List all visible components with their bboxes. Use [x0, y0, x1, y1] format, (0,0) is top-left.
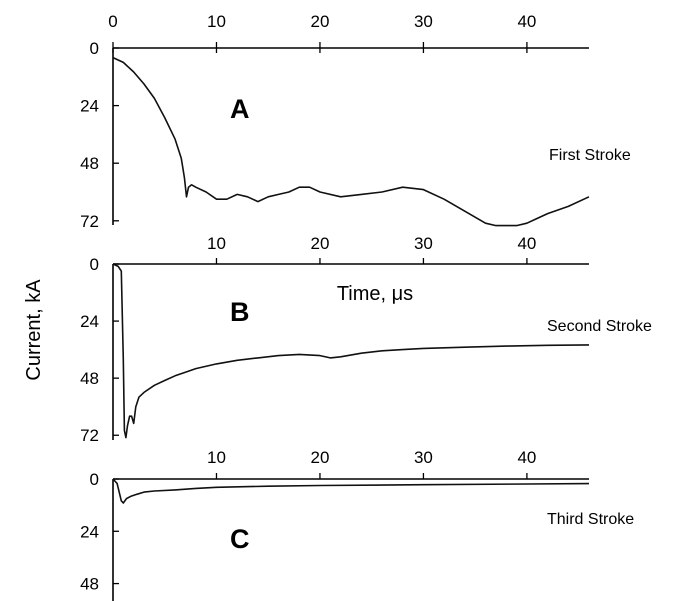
panel-b: 10 20 30 40 0 24 48 72 B Second Stroke	[80, 234, 652, 445]
y-tick-label: 72	[80, 212, 99, 231]
x-tick-label: 10	[207, 448, 226, 467]
y-axis-title: Current, kA	[23, 279, 45, 381]
series-label-a: First Stroke	[549, 147, 631, 164]
y-tick-label: 48	[80, 154, 99, 173]
x-tick-label: 30	[414, 12, 433, 31]
x-tick-label: 20	[310, 234, 329, 253]
x-tick-label: 20	[310, 448, 329, 467]
y-tick-label: 24	[80, 97, 99, 116]
panel-c: 10 20 30 40 0 24 48 C Third Stroke	[80, 448, 634, 601]
y-tick-label: 0	[90, 470, 99, 489]
y-tick-label: 24	[80, 312, 99, 331]
x-tick-label: 10	[207, 234, 226, 253]
x-tick-label: 30	[414, 234, 433, 253]
series-line-c	[112, 478, 590, 504]
y-tick-label: 72	[80, 426, 99, 445]
x-tick-label: 20	[310, 12, 329, 31]
y-tick-label: 48	[80, 575, 99, 594]
y-tick-label: 0	[90, 255, 99, 274]
x-tick-label: 10	[207, 12, 226, 31]
x-tick-label: 40	[517, 12, 536, 31]
x-tick-label: 0	[108, 12, 117, 31]
series-label-b: Second Stroke	[547, 318, 652, 335]
y-tick-label: 24	[80, 522, 99, 541]
x-axis-title: Time, μs	[337, 283, 413, 305]
panel-letter-a: A	[230, 94, 250, 124]
series-line-b	[112, 263, 590, 439]
x-tick-label: 30	[414, 448, 433, 467]
panels-layer: 0 10 20 30 40 0 24 48 72 A First Stroke 10 20 30 40 0 24…	[80, 12, 652, 601]
panel-letter-c: C	[230, 524, 250, 554]
series-line-a	[112, 56, 590, 227]
series-label-c: Third Stroke	[547, 511, 634, 528]
panel-letter-b: B	[230, 297, 250, 327]
x-tick-label: 40	[517, 448, 536, 467]
panel-a: 0 10 20 30 40 0 24 48 72 A First Stroke	[80, 12, 631, 231]
y-tick-label: 0	[90, 39, 99, 58]
y-tick-label: 48	[80, 369, 99, 388]
x-tick-label: 40	[517, 234, 536, 253]
